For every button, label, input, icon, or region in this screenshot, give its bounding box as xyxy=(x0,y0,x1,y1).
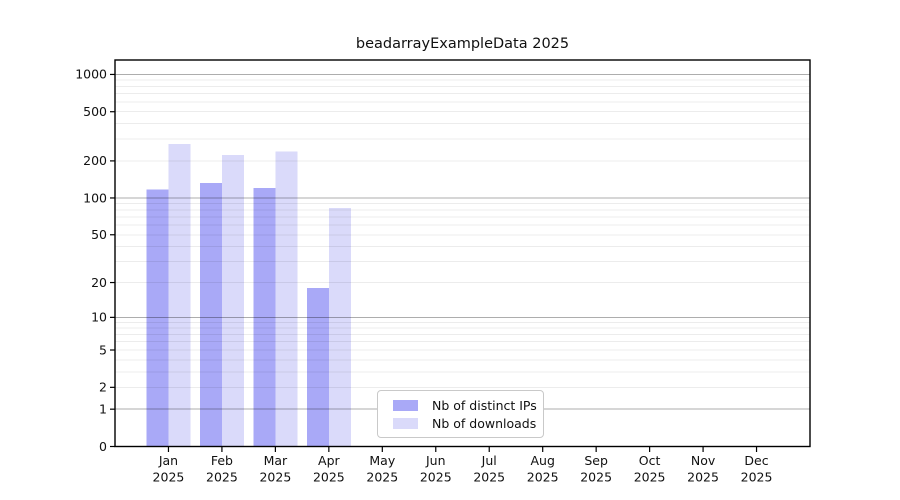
y-tick-label: 500 xyxy=(83,104,107,119)
x-tick-label-month: Jun xyxy=(425,453,446,468)
x-tick-label-month: Sep xyxy=(584,453,608,468)
y-tick-label: 50 xyxy=(91,227,107,242)
x-tick-label-year: 2025 xyxy=(366,470,398,485)
y-tick-label: 1 xyxy=(99,401,107,416)
x-tick-label-month: Jul xyxy=(481,453,497,468)
y-tick-label: 0 xyxy=(99,439,107,454)
x-tick-label-year: 2025 xyxy=(313,470,345,485)
x-tick-label-year: 2025 xyxy=(259,470,291,485)
bar-downloads-feb xyxy=(221,154,244,447)
legend-swatch-distinct-ips xyxy=(393,399,418,411)
legend-item-downloads: Nb of downloads xyxy=(386,414,537,432)
y-tick-label: 200 xyxy=(83,153,107,168)
legend-box: Nb of distinct IPs Nb of downloads xyxy=(377,390,544,438)
x-tick-label-year: 2025 xyxy=(206,470,238,485)
bar-downloads-apr xyxy=(328,207,351,447)
x-tick-label-month: Dec xyxy=(744,453,768,468)
bar-downloads-jan xyxy=(168,144,191,447)
plot-border xyxy=(114,59,811,448)
x-tick-label-year: 2025 xyxy=(741,470,773,485)
y-tick-label: 2 xyxy=(99,380,107,395)
chart-title: beadarrayExampleData 2025 xyxy=(355,36,570,52)
x-tick-label-year: 2025 xyxy=(153,470,185,485)
bar-distinct-ips-mar xyxy=(253,188,276,447)
legend-swatch-downloads xyxy=(393,417,418,429)
legend-label-downloads: Nb of downloads xyxy=(432,415,537,431)
x-tick-label-year: 2025 xyxy=(473,470,505,485)
x-tick-label-month: Feb xyxy=(211,453,233,468)
x-tick-label-year: 2025 xyxy=(634,470,666,485)
x-tick-label-month: Mar xyxy=(264,453,288,468)
x-tick-label-year: 2025 xyxy=(687,470,719,485)
x-tick-label-month: Aug xyxy=(530,453,554,468)
y-tick-label: 20 xyxy=(91,275,107,290)
legend-label-distinct-ips: Nb of distinct IPs xyxy=(432,397,537,413)
x-tick-label-year: 2025 xyxy=(580,470,612,485)
x-tick-label-month: Nov xyxy=(691,453,716,468)
x-tick-label-month: Oct xyxy=(639,453,661,468)
bar-distinct-ips-feb xyxy=(199,183,222,447)
x-tick-label-year: 2025 xyxy=(420,470,452,485)
y-tick-label: 1000 xyxy=(75,67,107,82)
y-tick-label: 5 xyxy=(99,342,107,357)
y-tick-label: 100 xyxy=(83,190,107,205)
x-tick-label-month: Apr xyxy=(318,453,340,468)
x-tick-label-month: Jan xyxy=(158,453,178,468)
bar-distinct-ips-apr xyxy=(306,287,329,447)
x-tick-label-month: May xyxy=(369,453,395,468)
bar-distinct-ips-jan xyxy=(146,189,169,447)
y-tick-label: 10 xyxy=(91,310,107,325)
x-tick-label-year: 2025 xyxy=(527,470,559,485)
bar-downloads-mar xyxy=(275,151,298,447)
legend-item-distinct-ips: Nb of distinct IPs xyxy=(386,396,537,414)
